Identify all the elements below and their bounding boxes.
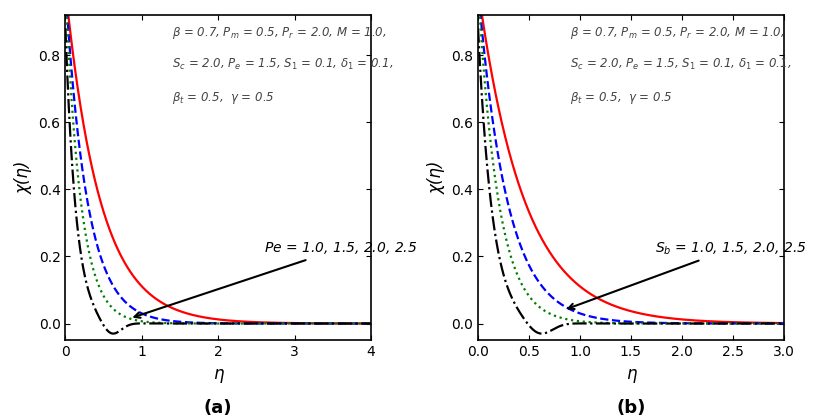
Text: $\beta$ = 0.7, $P_m$ = 0.5, $P_r$ = 2.0, M = 1.0,: $\beta$ = 0.7, $P_m$ = 0.5, $P_r$ = 2.0,…	[569, 25, 783, 41]
Text: $S_c$ = 2.0, $P_e$ = 1.5, $S_1$ = 0.1, $\delta_1$ = 0.1,: $S_c$ = 2.0, $P_e$ = 1.5, $S_1$ = 0.1, $…	[569, 57, 790, 72]
Text: $Pe$ = 1.0, 1.5, 2.0, 2.5: $Pe$ = 1.0, 1.5, 2.0, 2.5	[134, 240, 417, 318]
Y-axis label: χ(η): χ(η)	[427, 161, 445, 194]
X-axis label: η: η	[625, 365, 635, 383]
Text: $\beta$ = 0.7, $P_m$ = 0.5, $P_r$ = 2.0, M = 1.0,: $\beta$ = 0.7, $P_m$ = 0.5, $P_r$ = 2.0,…	[172, 25, 386, 41]
Y-axis label: χ(η): χ(η)	[15, 161, 33, 194]
Text: (a): (a)	[203, 399, 232, 415]
Text: (b): (b)	[615, 399, 645, 415]
Text: $\beta_t$ = 0.5,  $\gamma$ = 0.5: $\beta_t$ = 0.5, $\gamma$ = 0.5	[172, 90, 275, 106]
Text: $\beta_t$ = 0.5,  $\gamma$ = 0.5: $\beta_t$ = 0.5, $\gamma$ = 0.5	[569, 90, 672, 106]
Text: $S_b$ = 1.0, 1.5, 2.0, 2.5: $S_b$ = 1.0, 1.5, 2.0, 2.5	[568, 240, 806, 309]
X-axis label: η: η	[213, 365, 223, 383]
Text: $S_c$ = 2.0, $P_e$ = 1.5, $S_1$ = 0.1, $\delta_1$ = 0.1,: $S_c$ = 2.0, $P_e$ = 1.5, $S_1$ = 0.1, $…	[172, 57, 394, 72]
